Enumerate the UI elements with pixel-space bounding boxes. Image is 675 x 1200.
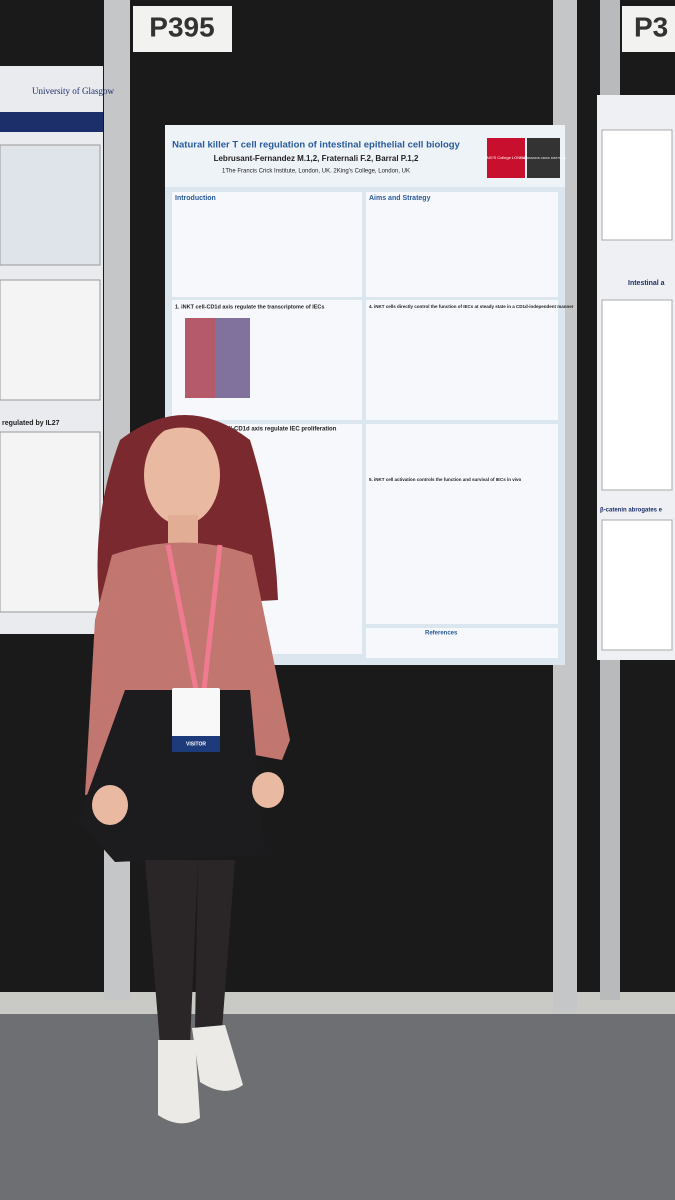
figure (0, 279, 101, 401)
logo-text: THE FRANCIS CRICK INSTITUTE (520, 156, 567, 160)
institution: University of Glasgow (32, 86, 114, 96)
hand (92, 785, 128, 825)
figure (601, 129, 673, 241)
section-title: regulated by IL27 (2, 420, 60, 427)
lanyard (165, 544, 223, 691)
leg (145, 860, 198, 1045)
board-number: P395 (149, 11, 214, 42)
section-title: 4. iNKT cells directly control the funct… (369, 304, 574, 309)
badge-band (172, 736, 220, 752)
panel (366, 424, 558, 624)
panel (366, 192, 558, 297)
poster-title: Natural killer T cell regulation of inte… (172, 140, 460, 151)
neck (168, 515, 198, 545)
section-title: Aims and Strategy (369, 195, 431, 202)
shoe (158, 1040, 200, 1124)
sweater (85, 542, 290, 795)
board-number: P3 (634, 11, 668, 42)
board-label (133, 6, 232, 52)
poster-authors: Lebrusant-Fernandez M.1,2, Fraternali F.… (214, 154, 419, 163)
board-label (622, 6, 675, 52)
carpet (0, 1012, 675, 1200)
poster-affiliations: 1The Francis Crick Institute, London, UK… (222, 169, 410, 175)
panel (366, 628, 558, 658)
panel (366, 300, 558, 420)
badge-role: VISITOR (186, 741, 206, 747)
logo (527, 138, 560, 178)
section-title: Intestinal a (628, 280, 665, 287)
figure (601, 299, 673, 491)
poster-band (0, 112, 103, 132)
figure (601, 519, 673, 651)
section-title: cell-CD1d axis regulate IEC proliferatio… (222, 427, 337, 433)
panel (172, 192, 362, 297)
section-title: Introduction (175, 195, 216, 202)
figure (0, 144, 101, 266)
section-title: 1. iNKT cell-CD1d axis regulate the tran… (175, 304, 324, 310)
leg (195, 860, 235, 1030)
logo (487, 138, 525, 178)
shoe (192, 1025, 243, 1091)
hand (252, 772, 284, 808)
section-title: References (425, 631, 458, 637)
fringe (140, 420, 225, 445)
face (144, 425, 220, 525)
heatmap (215, 318, 250, 398)
figure (0, 431, 101, 613)
logo-text: KING'S College LONDON (483, 155, 529, 160)
section-title: β-catenin abrogates e (600, 508, 663, 514)
section-title: 5. iNKT cell activation controls the fun… (369, 477, 522, 482)
